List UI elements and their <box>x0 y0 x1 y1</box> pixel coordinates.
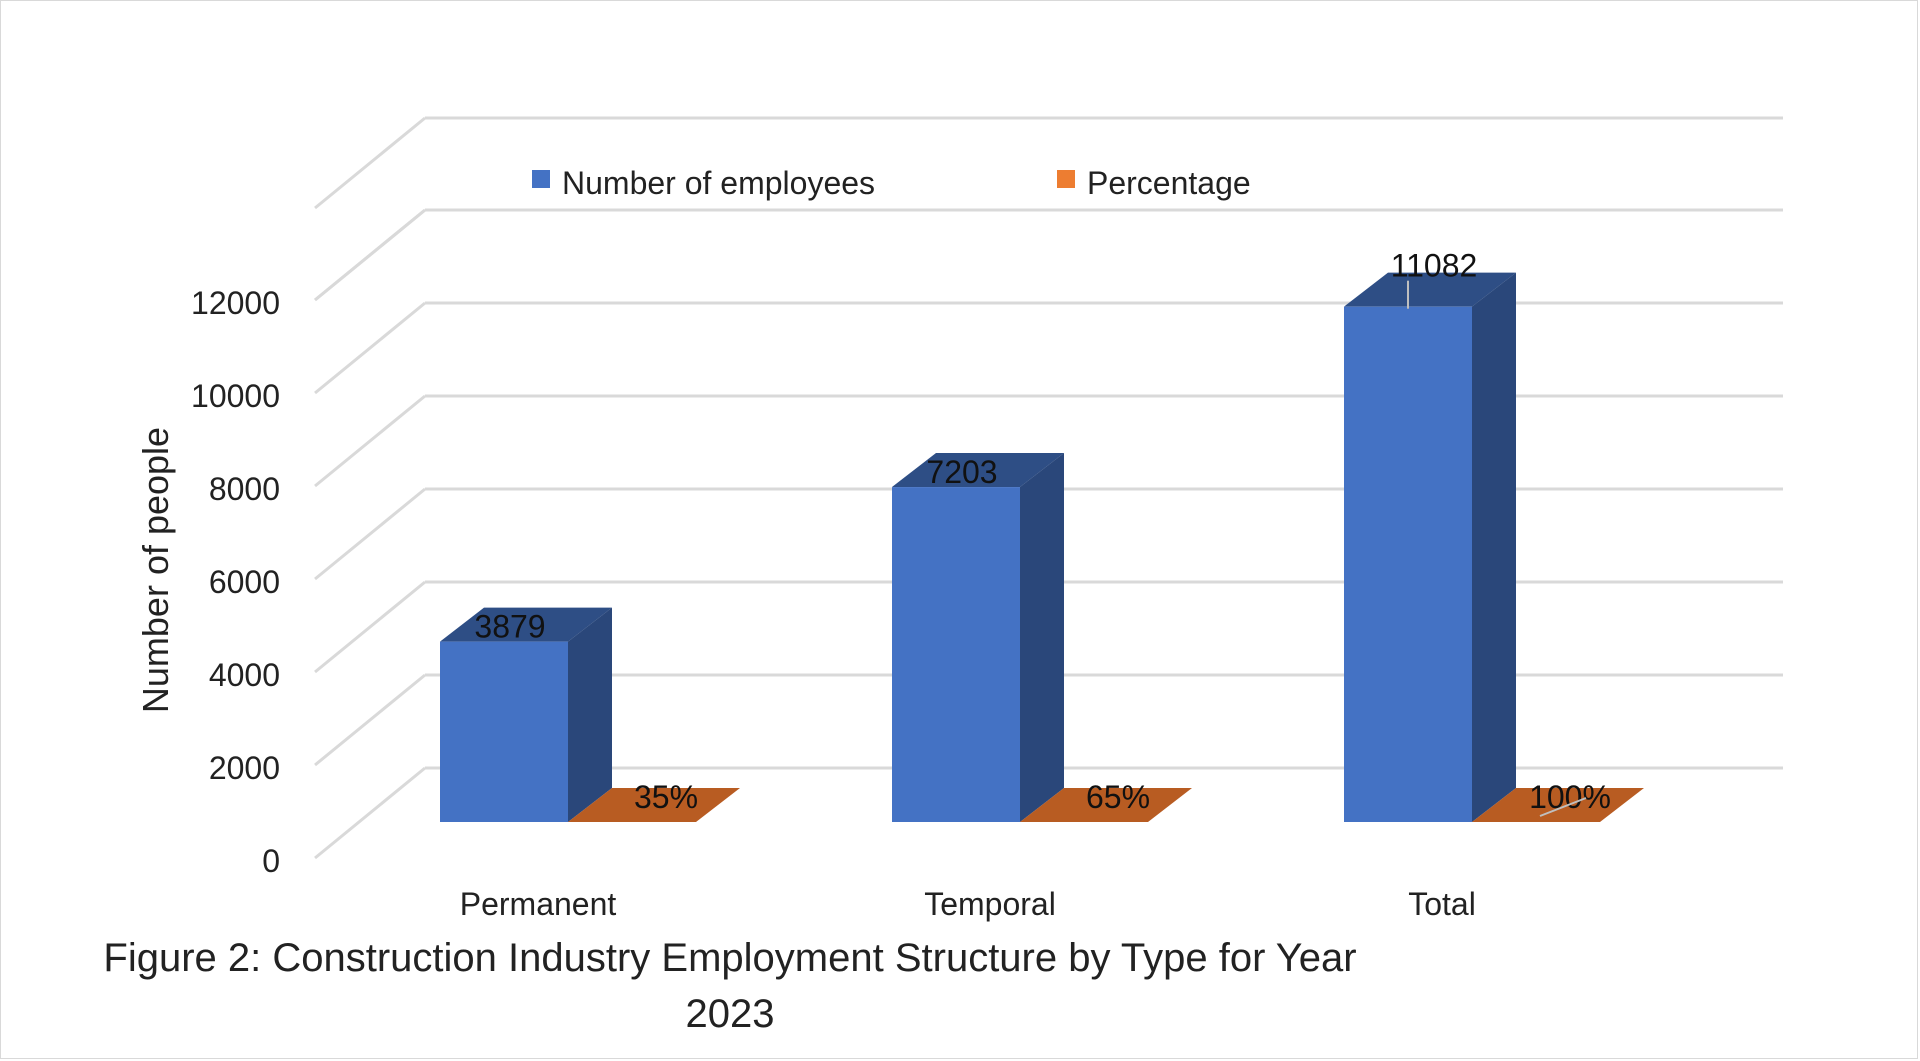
leader-line <box>1539 797 1587 817</box>
gridline-depth <box>314 673 426 767</box>
bar-employees-side <box>1020 453 1064 822</box>
gridline-depth <box>314 766 426 860</box>
bar-employees-top <box>1344 272 1516 307</box>
bar-employees-top <box>440 607 612 642</box>
bar-percentage <box>1020 788 1192 822</box>
data-label-employees: 7203 <box>926 454 997 490</box>
bar-percentage <box>568 788 740 822</box>
y-axis-title: Number of people <box>135 427 176 713</box>
x-tick-label: Temporal <box>924 886 1056 922</box>
legend-label: Percentage <box>1087 165 1251 201</box>
y-tick-label: 8000 <box>209 471 280 507</box>
x-tick-label: Permanent <box>460 886 617 922</box>
y-tick-label: 0 <box>262 843 280 879</box>
bar-employees-side <box>568 607 612 822</box>
gridline-depth <box>314 116 426 210</box>
y-tick-label: 12000 <box>191 285 280 321</box>
y-tick-label: 2000 <box>209 750 280 786</box>
y-tick-label: 10000 <box>191 378 280 414</box>
data-label-employees: 3879 <box>474 609 545 645</box>
legend-label: Number of employees <box>562 165 875 201</box>
bar-employees-side <box>1472 272 1516 822</box>
bar-employees <box>1344 306 1472 822</box>
gridline-depth <box>314 394 426 488</box>
data-label-percentage: 100% <box>1529 779 1611 815</box>
figure-caption-line2: 2023 <box>685 992 775 1036</box>
data-label-percentage: 65% <box>1086 779 1150 815</box>
gridline-depth <box>314 487 426 581</box>
bar-employees <box>892 487 1020 822</box>
gridline-depth <box>314 301 426 395</box>
bar-percentage <box>1472 788 1644 822</box>
gridline-depth <box>314 580 426 674</box>
legend-swatch <box>1057 170 1075 188</box>
figure-caption-line1: Figure 2: Construction Industry Employme… <box>103 936 1357 980</box>
y-tick-label: 4000 <box>209 657 280 693</box>
y-tick-label: 6000 <box>209 564 280 600</box>
bar-employees-top <box>892 453 1064 488</box>
bar-employees <box>440 641 568 822</box>
legend-swatch <box>532 170 550 188</box>
gridline-depth <box>314 208 426 302</box>
x-tick-label: Total <box>1408 886 1476 922</box>
data-label-employees: 11082 <box>1391 248 1478 284</box>
data-label-percentage: 35% <box>634 779 698 815</box>
